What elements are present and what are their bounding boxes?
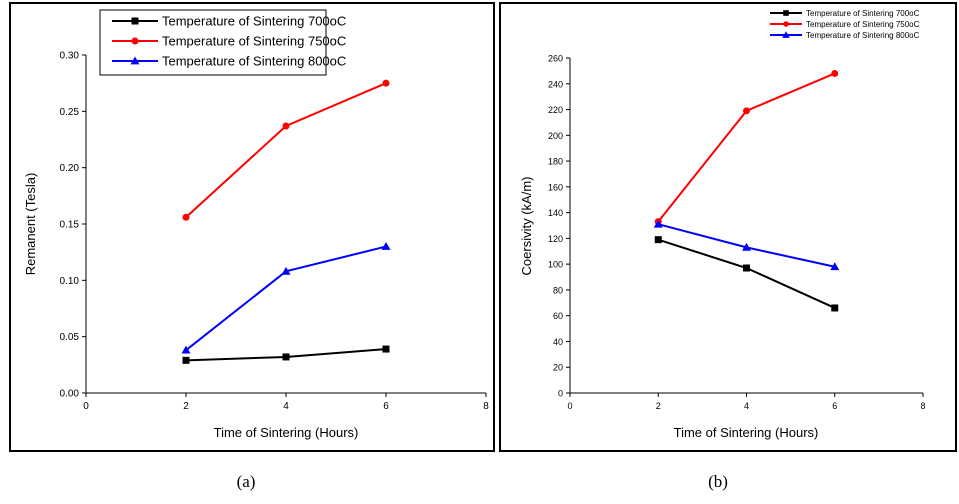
- series-group: [181, 79, 391, 364]
- y-tick-label: 40: [553, 337, 563, 347]
- legend-label: Temperature of Sintering 750oC: [162, 34, 346, 49]
- legend-label: Temperature of Sintering 700oC: [806, 9, 920, 18]
- data-point: [381, 242, 391, 250]
- legend-marker: [783, 21, 789, 27]
- series-group: [653, 69, 840, 312]
- x-tick-label: 8: [483, 401, 489, 412]
- data-point: [282, 353, 290, 361]
- data-point: [743, 264, 750, 272]
- x-tick-label: 4: [744, 401, 749, 411]
- legend-label: Temperature of Sintering 750oC: [806, 20, 920, 29]
- x-ticks: 0 2 4 6 8: [567, 393, 926, 411]
- series-line: [185, 82, 387, 218]
- y-tick-label: 120: [548, 234, 563, 244]
- legend: Temperature of Sintering 700oC Temperatur…: [770, 9, 920, 40]
- panel-b-caption: (b): [708, 472, 728, 491]
- panel-a-frame: [9, 2, 495, 452]
- y-tick-label: 80: [553, 285, 563, 295]
- legend-label: Temperature of Sintering 800oC: [806, 31, 920, 40]
- legend-marker: [131, 17, 139, 25]
- x-axis-label: Time of Sintering (Hours): [214, 425, 359, 440]
- y-tick-label: 0.00: [60, 389, 80, 400]
- y-tick-label: 160: [548, 182, 563, 192]
- y-ticks: 0.00 0.05 0.10 0.15 0.20 0.25 0.30: [60, 51, 86, 400]
- x-ticks: 0 2 4 6 8: [83, 393, 489, 412]
- legend-marker: [130, 56, 140, 65]
- legend-label: Temperature of Sintering 800oC: [162, 54, 346, 69]
- panel-a-caption: (a): [236, 472, 256, 491]
- y-tick-label: 0.10: [60, 276, 80, 287]
- data-point: [182, 213, 190, 221]
- y-tick-label: 200: [548, 131, 563, 141]
- y-ticks: 0 20 40 60 80 100 120 140 160 180 200 220 240 260: [548, 54, 570, 399]
- data-point: [654, 236, 662, 244]
- data-point: [181, 345, 191, 354]
- data-point: [830, 262, 840, 271]
- x-tick-label: 0: [83, 401, 89, 412]
- y-tick-label: 0.05: [60, 332, 80, 343]
- data-point: [743, 107, 750, 115]
- x-tick-label: 2: [183, 401, 189, 412]
- x-tick-label: 6: [383, 401, 389, 412]
- legend-marker: [782, 31, 790, 38]
- data-point: [742, 242, 751, 251]
- legend: Temperature of Sintering 700oC Temperatur…: [112, 14, 346, 69]
- panel-b-frame: [499, 2, 957, 452]
- data-point: [382, 79, 390, 87]
- y-tick-label: 180: [548, 157, 563, 167]
- x-tick-label: 2: [656, 401, 661, 411]
- series-line: [657, 72, 836, 223]
- x-tick-label: 4: [283, 401, 289, 412]
- y-tick-label: 60: [553, 311, 563, 321]
- y-tick-label: 0.30: [60, 51, 80, 62]
- data-point: [653, 219, 663, 228]
- chart-panel-a: 0 2 4 6 8 0.00 0.05 0.10 0.15 0.20 0.25 0.30 Time …: [23, 9, 489, 440]
- series-line: [185, 245, 387, 351]
- data-point: [182, 356, 190, 364]
- y-tick-label: 20: [553, 363, 563, 373]
- legend-marker: [131, 37, 139, 45]
- x-axis-label: Time of Sintering (Hours): [674, 425, 819, 440]
- y-tick-label: 0: [558, 389, 563, 399]
- y-tick-label: 260: [548, 54, 563, 64]
- data-point: [282, 122, 290, 130]
- data-point: [281, 266, 291, 275]
- y-tick-label: 240: [548, 79, 563, 89]
- data-point: [831, 69, 839, 77]
- x-tick-label: 8: [920, 401, 925, 411]
- x-tick-label: 6: [832, 401, 837, 411]
- y-tick-label: 100: [548, 260, 563, 270]
- y-axis-label: Remanent (Tesla): [23, 173, 38, 276]
- legend-label: Temperature of Sintering 700oC: [162, 14, 346, 29]
- data-point: [382, 345, 390, 353]
- legend-marker: [783, 10, 789, 16]
- y-axis-label: Coersivity (kA/m): [519, 177, 534, 276]
- chart-panel-b: 0 2 4 6 8 0 20 40 60 80 100 120 140 160 180 200 220 240 2…: [519, 9, 926, 440]
- y-tick-label: 0.15: [60, 220, 80, 231]
- y-tick-label: 0.25: [60, 107, 80, 118]
- x-tick-label: 0: [567, 401, 572, 411]
- y-tick-label: 140: [548, 208, 563, 218]
- y-tick-label: 220: [548, 105, 563, 115]
- y-tick-label: 0.20: [60, 163, 80, 174]
- data-point: [831, 304, 839, 312]
